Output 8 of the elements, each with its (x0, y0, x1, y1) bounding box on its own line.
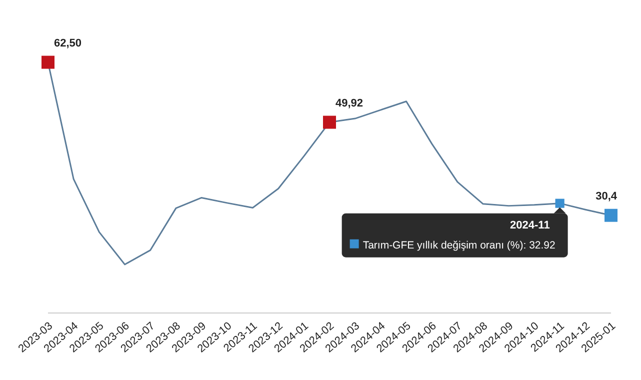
text: Tarım-GFE yıllık değişim oranı (%): 32.92 (362, 239, 556, 252)
data-label: 49,92 (336, 97, 364, 110)
point (42, 56, 54, 69)
annotation: 2024-11 (510, 219, 550, 232)
data-label: 62,50 (54, 37, 82, 50)
data-label: 30,4 (596, 190, 618, 202)
point (604, 208, 618, 222)
point (323, 116, 336, 129)
